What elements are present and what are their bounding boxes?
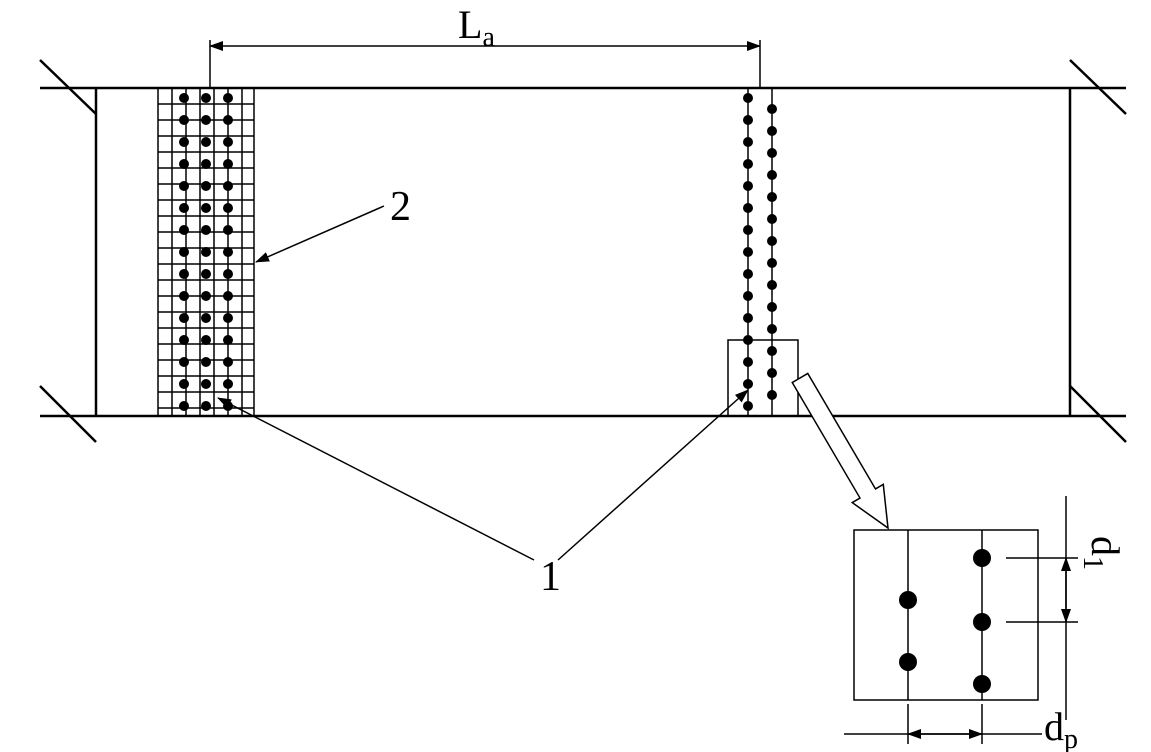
dot bbox=[201, 115, 211, 125]
dot bbox=[179, 291, 189, 301]
dot bbox=[223, 357, 233, 367]
dot bbox=[201, 313, 211, 323]
dot bbox=[223, 379, 233, 389]
dot bbox=[201, 291, 211, 301]
dot bbox=[179, 379, 189, 389]
dim-label-dp: dp bbox=[1044, 704, 1078, 752]
dot bbox=[223, 269, 233, 279]
dot bbox=[223, 137, 233, 147]
dot bbox=[223, 313, 233, 323]
detail-callout-arrow bbox=[792, 373, 888, 528]
dot bbox=[201, 181, 211, 191]
detail-dot bbox=[899, 653, 917, 671]
dim-label-d1: d1 bbox=[1077, 536, 1128, 570]
leader-1a bbox=[218, 398, 534, 560]
dot bbox=[179, 335, 189, 345]
dot bbox=[179, 401, 189, 411]
dot bbox=[179, 357, 189, 367]
dim-label-la: La bbox=[458, 2, 495, 53]
callout-label-1: 1 bbox=[540, 554, 561, 600]
detail-view-box bbox=[854, 530, 1038, 700]
dot bbox=[201, 93, 211, 103]
dot bbox=[201, 269, 211, 279]
callout-label-2: 2 bbox=[390, 184, 411, 230]
detail-source-box bbox=[728, 340, 798, 416]
engineering-diagram: La 2 1 d1 dp bbox=[0, 0, 1151, 752]
detail-dot bbox=[973, 613, 991, 631]
detail-dot bbox=[973, 675, 991, 693]
dot bbox=[179, 313, 189, 323]
dot bbox=[223, 203, 233, 213]
dot bbox=[201, 203, 211, 213]
break-mark bbox=[40, 386, 96, 442]
dot bbox=[201, 379, 211, 389]
dot bbox=[201, 357, 211, 367]
dot bbox=[223, 291, 233, 301]
dot bbox=[223, 159, 233, 169]
dot bbox=[201, 335, 211, 345]
dot bbox=[223, 247, 233, 257]
break-mark bbox=[1070, 386, 1126, 442]
detail-dot bbox=[899, 591, 917, 609]
dot bbox=[179, 225, 189, 235]
dot bbox=[201, 401, 211, 411]
dot bbox=[201, 137, 211, 147]
detail-dot bbox=[973, 549, 991, 567]
dot bbox=[179, 159, 189, 169]
dot bbox=[223, 115, 233, 125]
dot bbox=[179, 269, 189, 279]
dot bbox=[179, 247, 189, 257]
dot bbox=[223, 181, 233, 191]
dot bbox=[223, 335, 233, 345]
dot bbox=[201, 225, 211, 235]
dot bbox=[179, 93, 189, 103]
dot bbox=[223, 93, 233, 103]
dot bbox=[179, 137, 189, 147]
dot bbox=[179, 115, 189, 125]
dot bbox=[179, 181, 189, 191]
dot bbox=[223, 225, 233, 235]
dot bbox=[179, 203, 189, 213]
leader-2 bbox=[256, 206, 384, 262]
dot bbox=[201, 159, 211, 169]
dot bbox=[201, 247, 211, 257]
